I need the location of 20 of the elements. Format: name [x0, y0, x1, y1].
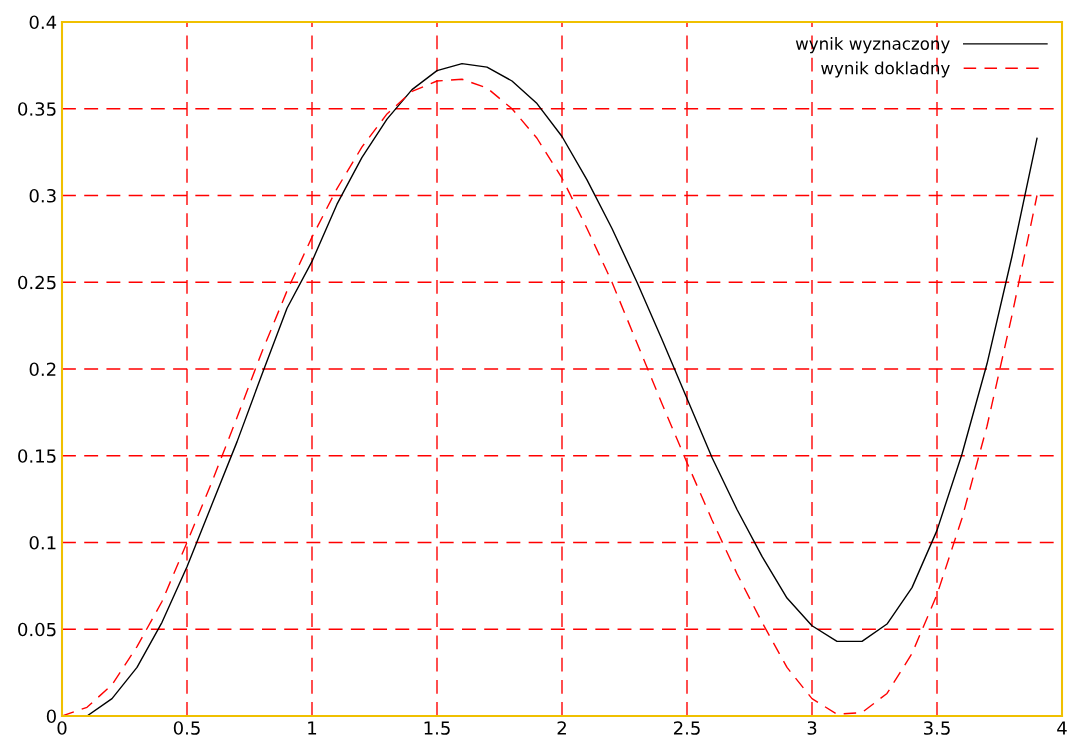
y-tick-label: 0.05 — [18, 622, 56, 637]
y-tick-label: 0.35 — [18, 102, 56, 116]
x-tick-label: 2 — [557, 721, 566, 735]
y-tick-label: 0.2 — [29, 362, 56, 377]
x-tick-label: 3 — [807, 721, 817, 735]
y-tick-label: 0.1 — [29, 535, 56, 550]
x-tick-label: 1 — [308, 721, 317, 735]
x-tick-label: 2.5 — [673, 721, 700, 735]
x-tick-label: 1.5 — [424, 721, 450, 735]
y-tick-label: 0.4 — [29, 15, 57, 30]
legend-label: wynik dokladny — [821, 61, 950, 78]
y-tick-label: 0 — [46, 709, 56, 724]
x-tick-label: 4 — [1057, 721, 1067, 735]
x-tick-label: 0.5 — [173, 721, 200, 735]
y-tick-label: 0.15 — [18, 449, 56, 463]
y-tick-label: 0.25 — [18, 275, 56, 290]
x-tick-label: 3.5 — [924, 721, 950, 735]
x-tick-label: 0 — [57, 721, 67, 735]
legend-label: wynik wyznaczony — [795, 37, 950, 54]
y-tick-label: 0.3 — [29, 188, 56, 203]
